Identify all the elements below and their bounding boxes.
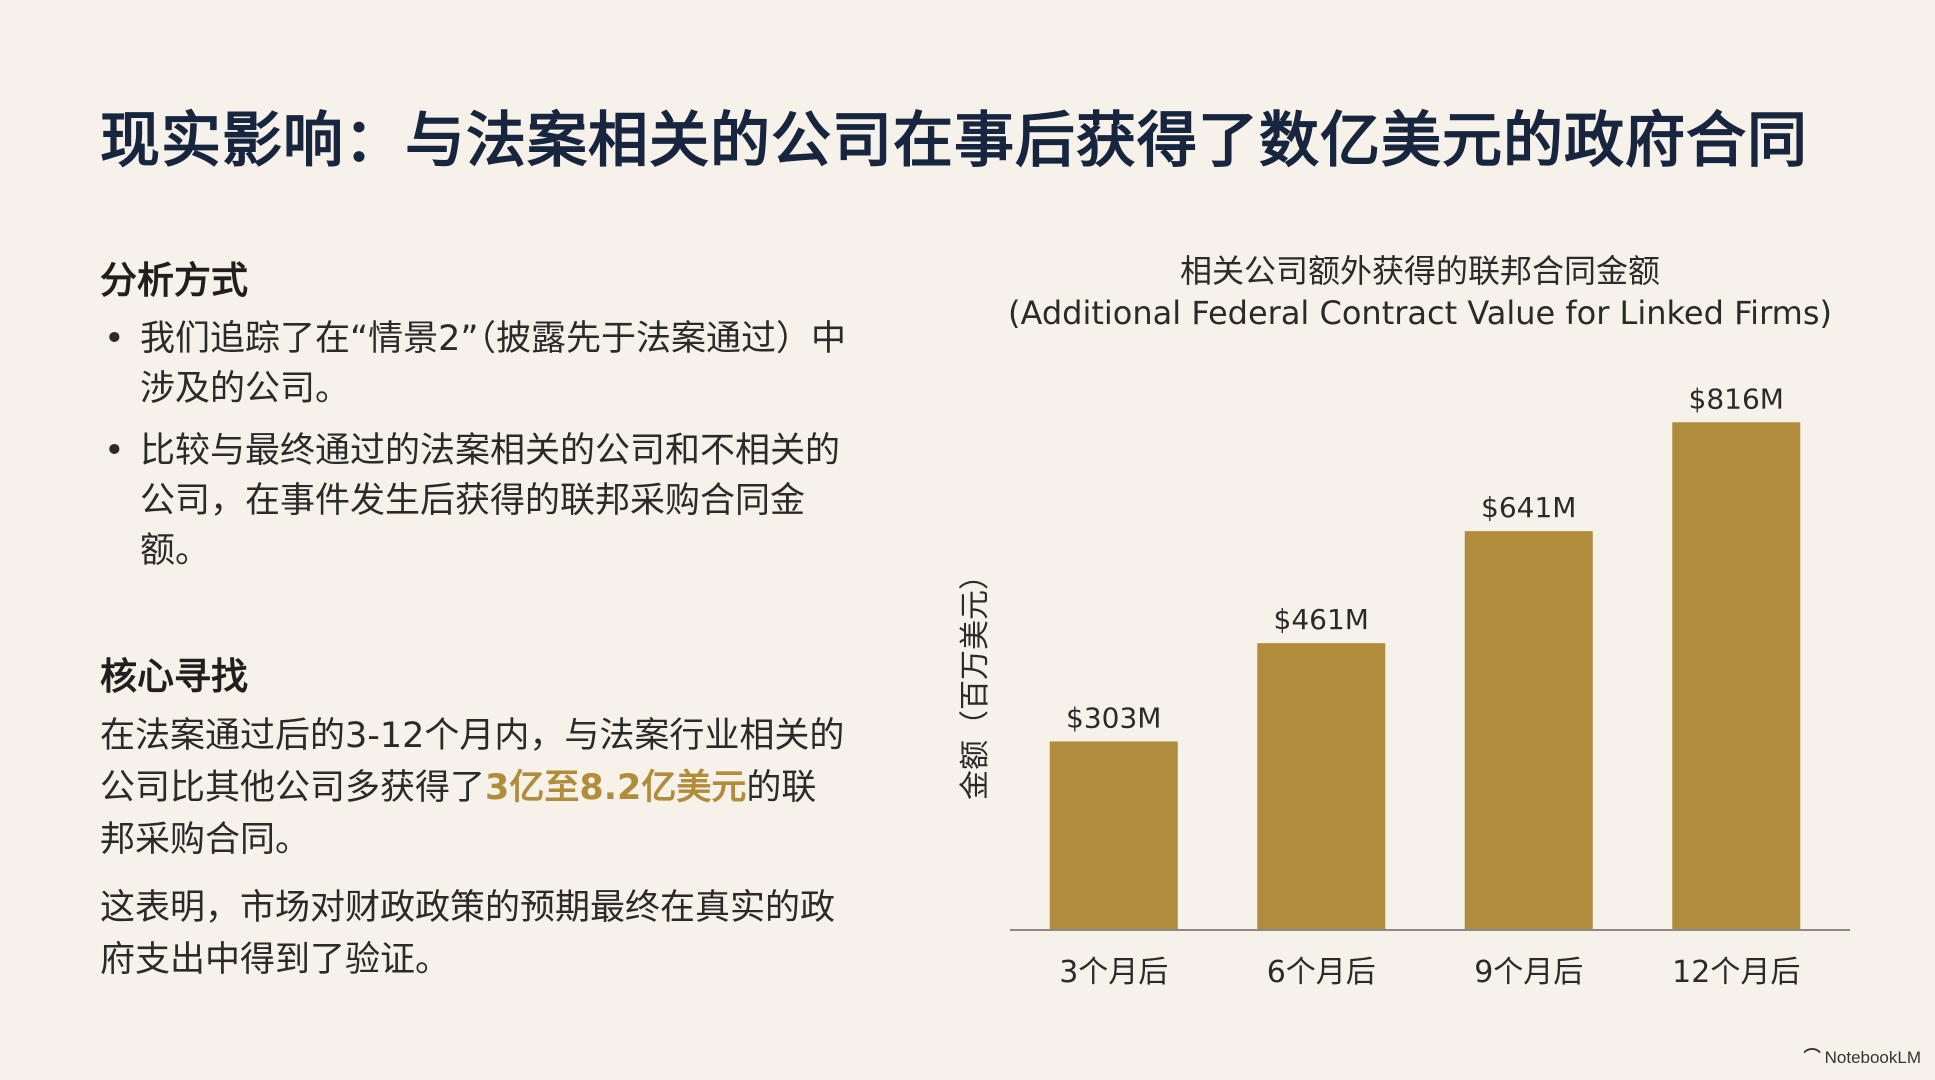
finding-paragraph: 在法案通过后的3-12个月内，与法案行业相关的公司比其他公司多获得了3亿至8.2… — [100, 710, 850, 866]
bar-value-label: $816M — [1689, 382, 1784, 415]
analysis-bullet-item: • 我们追踪了在“情景2”（披露先于法案通过）中涉及的公司。 — [100, 314, 850, 414]
finding-text-after: 的联邦采购合同。 — [100, 768, 817, 860]
bullet-icon: • — [104, 431, 125, 471]
chart-svg: 金额（百万美元） $303M 3个月后 $461M 6个月后 $641M 9个月后 $816M… — [958, 382, 1850, 990]
left-panel: 分析方式 • 我们追踪了在“情景2”（披露先于法案通过）中涉及的公司。 • 比较… — [100, 250, 850, 1002]
x-tick-label: 9个月后 — [1474, 955, 1583, 990]
analysis-bullet-text: 我们追踪了在“情景2”（披露先于法案通过）中涉及的公司。 — [140, 319, 847, 409]
analysis-heading: 分析方式 — [100, 259, 248, 302]
bar-value-label: $641M — [1481, 491, 1576, 524]
bar-2 — [1257, 643, 1386, 930]
chart-title-line2: (Additional Federal Contract Value for L… — [1008, 294, 1832, 332]
finding-highlight: 3亿至8.2亿美元 — [485, 768, 747, 808]
chart-title-line1: 相关公司额外获得的联邦合同金额 — [1179, 252, 1660, 290]
x-tick-label: 12个月后 — [1672, 955, 1800, 990]
bar-3 — [1464, 531, 1593, 930]
finding-text-before: 在法案通过后的3-12个月内，与法案行业相关的公司比其他公司多获得了 — [100, 716, 845, 808]
analysis-bullet-item: • 比较与最终通过的法案相关的公司和不相关的公司，在事件发生后获得的联邦采购合同… — [100, 426, 850, 576]
analysis-bullet-text: 比较与最终通过的法案相关的公司和不相关的公司，在事件发生后获得的联邦采购合同金额… — [140, 431, 841, 571]
notebooklm-logo-icon: ⌒ — [1803, 1048, 1821, 1067]
chart-title: 相关公司额外获得的联邦合同金额 (Additional Federal Cont… — [940, 250, 1900, 334]
conclusion-paragraph: 这表明，市场对财政政策的预期最终在真实的政府支出中得到了验证。 — [100, 888, 836, 980]
footer-brand: ⌒ NotebookLM — [1804, 1043, 1921, 1068]
footer-brand-text: NotebookLM — [1824, 1048, 1921, 1067]
bar-chart: 相关公司额外获得的联邦合同金额 (Additional Federal Cont… — [940, 250, 1900, 1010]
bar-value-label: $303M — [1066, 701, 1161, 734]
bar-1 — [1049, 741, 1178, 930]
finding-heading: 核心寻找 — [100, 655, 248, 698]
bullet-icon: • — [104, 319, 125, 359]
analysis-bullet-list: • 我们追踪了在“情景2”（披露先于法案通过）中涉及的公司。 • 比较与最终通过… — [100, 314, 850, 576]
x-tick-label: 3个月后 — [1059, 955, 1168, 990]
x-tick-label: 6个月后 — [1267, 955, 1376, 990]
page-title: 现实影响：与法案相关的公司在事后获得了数亿美元的政府合同 — [100, 106, 1808, 176]
y-axis-label: 金额（百万美元） — [958, 560, 993, 800]
bar-4 — [1672, 422, 1801, 930]
bar-value-label: $461M — [1274, 603, 1369, 636]
